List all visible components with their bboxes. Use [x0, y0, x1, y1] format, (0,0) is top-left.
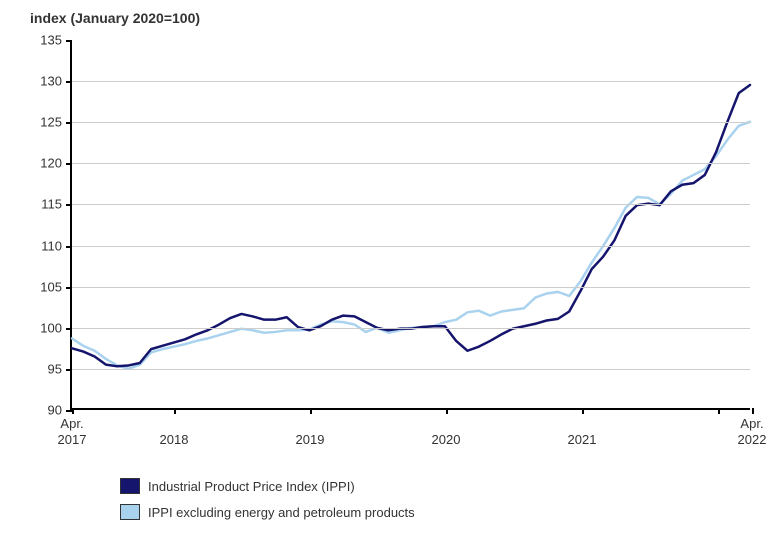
legend-swatch [120, 478, 140, 494]
legend: Industrial Product Price Index (IPPI) IPP… [120, 468, 415, 520]
grid-line [72, 81, 750, 82]
x-tick-label: Apr.2022 [738, 416, 767, 447]
x-tick-mark [582, 408, 584, 414]
y-tick-mark [66, 287, 72, 289]
y-tick-label: 105 [40, 279, 62, 294]
y-tick-mark [66, 369, 72, 371]
legend-item: Industrial Product Price Index (IPPI) [120, 478, 415, 494]
legend-label: Industrial Product Price Index (IPPI) [148, 479, 355, 494]
y-tick-mark [66, 40, 72, 42]
y-tick-label: 135 [40, 33, 62, 48]
legend-swatch [120, 504, 140, 520]
y-tick-mark [66, 204, 72, 206]
y-tick-mark [66, 163, 72, 165]
y-tick-mark [66, 328, 72, 330]
y-tick-label: 95 [48, 361, 62, 376]
y-axis-title: index (January 2020=100) [30, 10, 200, 26]
series-svg [72, 40, 750, 408]
y-tick-mark [66, 246, 72, 248]
x-tick-label: 2018 [160, 416, 189, 447]
grid-line [72, 122, 750, 123]
x-tick-mark [752, 408, 754, 414]
y-tick-label: 115 [41, 197, 62, 212]
x-tick-mark [310, 408, 312, 414]
x-tick-mark [72, 408, 74, 414]
x-tick-label: 2019 [296, 416, 325, 447]
line-chart: index (January 2020=100) 909510010511011… [0, 0, 775, 538]
x-tick-mark [174, 408, 176, 414]
plot-area: 9095100105110115120125130135Apr.2017 201… [70, 40, 750, 410]
y-tick-label: 110 [41, 238, 62, 253]
legend-label: IPPI excluding energy and petroleum prod… [148, 505, 415, 520]
grid-line [72, 369, 750, 370]
y-tick-mark [66, 81, 72, 83]
x-tick-mark [718, 408, 720, 414]
y-tick-label: 130 [40, 74, 62, 89]
series-line [72, 85, 750, 366]
x-tick-mark [446, 408, 448, 414]
y-tick-label: 120 [40, 156, 62, 171]
grid-line [72, 246, 750, 247]
y-tick-mark [66, 122, 72, 124]
grid-line [72, 163, 750, 164]
x-tick-label: Apr.2017 [58, 416, 87, 447]
y-tick-label: 100 [40, 320, 62, 335]
grid-line [72, 204, 750, 205]
legend-item: IPPI excluding energy and petroleum prod… [120, 504, 415, 520]
x-tick-label: 2021 [568, 416, 597, 447]
grid-line [72, 287, 750, 288]
x-tick-label: 2020 [432, 416, 461, 447]
y-tick-label: 125 [40, 115, 62, 130]
grid-line [72, 328, 750, 329]
